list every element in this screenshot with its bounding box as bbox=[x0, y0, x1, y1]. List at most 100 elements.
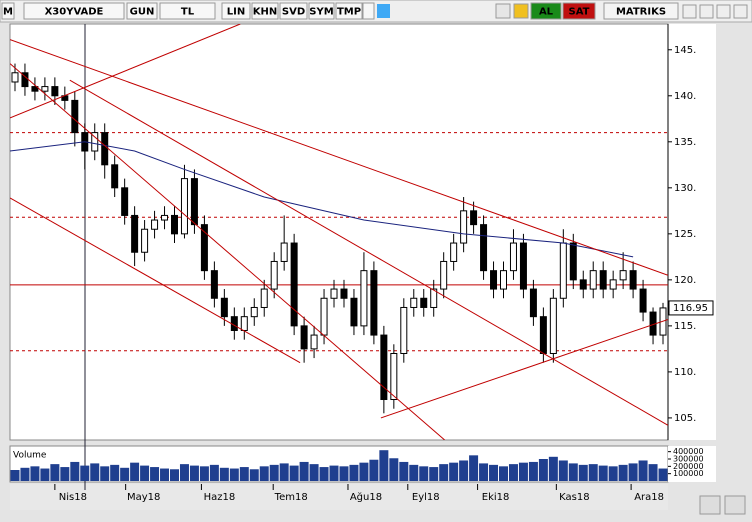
toolbar-button[interactable] bbox=[308, 2, 335, 20]
buy-button[interactable] bbox=[530, 2, 562, 20]
toolbar-button[interactable] bbox=[279, 2, 308, 20]
volume-bar bbox=[409, 464, 419, 481]
volume-bar bbox=[648, 464, 658, 481]
toolbar-button-label: SYM bbox=[309, 7, 333, 18]
volume-bar bbox=[30, 466, 40, 481]
y-tick-label: 140. bbox=[674, 91, 696, 102]
candle-body bbox=[260, 288, 268, 308]
volume-bar bbox=[199, 466, 209, 481]
candle-body bbox=[380, 334, 388, 401]
window-button[interactable] bbox=[716, 4, 731, 19]
toolbar-button-label: SVD bbox=[282, 7, 305, 18]
volume-bar bbox=[10, 470, 20, 481]
trend-line bbox=[380, 318, 668, 419]
moving-average bbox=[9, 141, 634, 258]
volume-bar bbox=[339, 466, 349, 481]
volume-bar bbox=[638, 460, 648, 481]
trend-line bbox=[10, 197, 301, 364]
candle-body bbox=[360, 270, 368, 327]
candle-body bbox=[519, 242, 527, 290]
candle-body bbox=[190, 178, 198, 226]
volume-axis-bg bbox=[668, 446, 716, 482]
x-tick-label: Eki18 bbox=[482, 492, 510, 503]
candle-body bbox=[200, 224, 208, 272]
volume-bar bbox=[289, 465, 299, 481]
toolbar-button-label: GUN bbox=[130, 7, 155, 18]
y-tick-label: 105. bbox=[674, 413, 696, 424]
candle-body bbox=[71, 99, 79, 134]
y-tick-label: 125. bbox=[674, 229, 696, 240]
volume-tick-label: 400000 bbox=[673, 447, 704, 456]
icon-button[interactable] bbox=[495, 3, 511, 19]
candle-body bbox=[639, 288, 647, 313]
volume-label: Volume bbox=[13, 451, 47, 461]
dropdown-arrow[interactable] bbox=[362, 2, 375, 20]
sell-button[interactable] bbox=[562, 2, 596, 20]
candle-body bbox=[509, 242, 517, 272]
toolbar-button[interactable] bbox=[335, 2, 363, 20]
volume-bar bbox=[598, 465, 608, 481]
volume-bar bbox=[309, 464, 319, 481]
volume-bar bbox=[170, 469, 179, 481]
twitter-button[interactable] bbox=[377, 4, 390, 18]
y-tick-label: 115. bbox=[674, 321, 696, 332]
logo-button[interactable] bbox=[1, 2, 15, 20]
window-button[interactable] bbox=[733, 4, 748, 19]
volume-tick-label: 300000 bbox=[673, 455, 704, 464]
volume-bar bbox=[150, 467, 160, 481]
volume-bar bbox=[419, 466, 429, 481]
icon-button[interactable] bbox=[513, 3, 529, 19]
trend-line bbox=[10, 39, 668, 276]
toolbar-button[interactable] bbox=[159, 2, 216, 20]
volume-tick-label: 200000 bbox=[673, 462, 704, 471]
candle-body bbox=[11, 72, 19, 83]
trend-line bbox=[10, 24, 241, 119]
candle-body bbox=[460, 210, 468, 244]
candle-body bbox=[589, 270, 597, 290]
candle-body bbox=[619, 270, 627, 281]
toolbar-button[interactable] bbox=[126, 2, 158, 20]
candle-body bbox=[599, 270, 607, 290]
toolbar-button[interactable] bbox=[221, 2, 251, 20]
candle-body bbox=[390, 352, 398, 401]
candle-body bbox=[320, 297, 328, 336]
toolbar-button-label: TMP bbox=[337, 7, 361, 18]
window-button[interactable] bbox=[699, 4, 714, 19]
symbol-select[interactable] bbox=[23, 2, 125, 20]
sell-button-label: SAT bbox=[569, 7, 590, 18]
volume-bar bbox=[499, 466, 508, 481]
candle-body bbox=[440, 260, 448, 290]
candle-body bbox=[91, 132, 99, 152]
brand-logo[interactable] bbox=[603, 2, 679, 20]
candle-body bbox=[470, 210, 478, 226]
window-button[interactable] bbox=[682, 4, 697, 19]
volume-bar bbox=[379, 450, 389, 481]
toolbar-button[interactable] bbox=[251, 2, 279, 20]
toolbar-button-label: LIN bbox=[227, 7, 245, 18]
trend-line bbox=[69, 79, 668, 426]
candle-body bbox=[180, 178, 188, 235]
refresh-button[interactable] bbox=[699, 495, 721, 515]
volume-tick-label: 100000 bbox=[673, 469, 704, 478]
volume-bar bbox=[449, 462, 459, 481]
volume-bar bbox=[249, 469, 259, 481]
x-tick-label: Ağu18 bbox=[350, 491, 382, 503]
buy-button-label: AL bbox=[539, 7, 554, 18]
volume-bar bbox=[439, 464, 449, 481]
candle-body bbox=[250, 306, 258, 318]
volume-bar bbox=[90, 463, 100, 481]
candle-body bbox=[370, 270, 378, 336]
x-axis-bg bbox=[10, 484, 668, 510]
volume-bar bbox=[60, 467, 70, 481]
volume-bar bbox=[538, 459, 548, 481]
volume-bar bbox=[399, 461, 409, 481]
candle-body bbox=[410, 297, 418, 308]
candle-body bbox=[350, 297, 358, 327]
candle-body bbox=[101, 132, 109, 166]
volume-bar bbox=[120, 467, 130, 481]
candle-body bbox=[579, 279, 587, 290]
volume-bar bbox=[389, 458, 399, 481]
settings-button[interactable] bbox=[724, 495, 746, 515]
